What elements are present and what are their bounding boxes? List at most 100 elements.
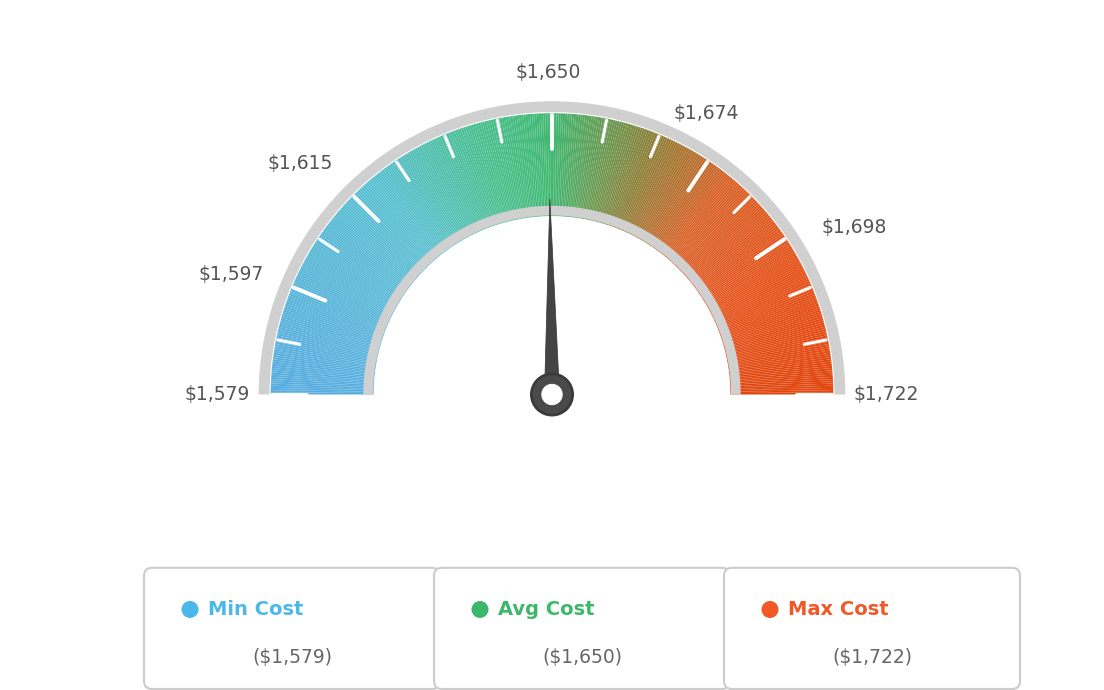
Wedge shape [424, 143, 473, 235]
Wedge shape [676, 191, 747, 266]
Wedge shape [731, 390, 834, 393]
Wedge shape [587, 119, 609, 220]
Wedge shape [405, 153, 460, 242]
Wedge shape [258, 101, 846, 395]
Wedge shape [395, 159, 454, 246]
Wedge shape [675, 190, 746, 266]
Wedge shape [556, 113, 561, 216]
Wedge shape [309, 251, 399, 305]
Wedge shape [592, 121, 617, 221]
Wedge shape [273, 357, 375, 372]
Wedge shape [530, 114, 540, 217]
Wedge shape [702, 242, 789, 299]
Wedge shape [446, 133, 487, 229]
Wedge shape [726, 339, 828, 361]
Wedge shape [652, 162, 712, 248]
Wedge shape [656, 166, 718, 250]
Wedge shape [594, 121, 619, 221]
Wedge shape [659, 170, 723, 253]
Text: Max Cost: Max Cost [788, 600, 889, 619]
Wedge shape [582, 117, 601, 219]
Wedge shape [696, 228, 779, 290]
Wedge shape [289, 293, 385, 331]
Wedge shape [730, 382, 834, 388]
Wedge shape [725, 329, 826, 354]
Wedge shape [302, 263, 394, 313]
Wedge shape [710, 263, 802, 313]
Wedge shape [574, 115, 590, 218]
Wedge shape [585, 118, 607, 219]
Wedge shape [295, 279, 390, 322]
Wedge shape [277, 331, 379, 355]
Wedge shape [480, 122, 508, 222]
Wedge shape [400, 157, 456, 245]
Wedge shape [615, 131, 654, 228]
Wedge shape [720, 299, 817, 335]
Wedge shape [545, 113, 549, 216]
Wedge shape [358, 190, 429, 266]
Wedge shape [510, 116, 527, 218]
Wedge shape [722, 310, 821, 342]
Wedge shape [286, 302, 384, 337]
Wedge shape [270, 382, 374, 388]
Wedge shape [274, 353, 375, 369]
Wedge shape [316, 240, 403, 298]
Wedge shape [426, 142, 474, 235]
Wedge shape [624, 137, 668, 232]
Wedge shape [725, 326, 826, 353]
Wedge shape [488, 120, 513, 221]
Text: Min Cost: Min Cost [208, 600, 304, 619]
Wedge shape [681, 200, 757, 273]
Wedge shape [436, 137, 480, 232]
Wedge shape [338, 210, 417, 279]
Wedge shape [376, 174, 442, 255]
Wedge shape [595, 121, 622, 221]
Wedge shape [306, 257, 396, 308]
Text: $1,698: $1,698 [821, 219, 888, 237]
Wedge shape [683, 204, 760, 275]
Wedge shape [697, 231, 782, 292]
Wedge shape [657, 167, 719, 251]
Wedge shape [730, 373, 832, 382]
Wedge shape [320, 233, 406, 293]
Wedge shape [474, 124, 503, 223]
Wedge shape [360, 188, 431, 264]
Wedge shape [323, 229, 407, 290]
Wedge shape [715, 283, 811, 325]
Wedge shape [440, 135, 482, 230]
Wedge shape [619, 134, 660, 230]
Wedge shape [282, 316, 381, 346]
Wedge shape [465, 126, 498, 225]
Circle shape [531, 374, 573, 415]
Wedge shape [285, 306, 383, 339]
Wedge shape [273, 362, 375, 375]
Wedge shape [699, 235, 785, 294]
Wedge shape [655, 164, 715, 249]
Wedge shape [688, 212, 767, 279]
Wedge shape [453, 130, 490, 228]
Wedge shape [639, 149, 691, 239]
Circle shape [762, 601, 778, 618]
Wedge shape [463, 127, 497, 226]
Wedge shape [647, 156, 703, 244]
Wedge shape [528, 114, 538, 217]
Wedge shape [673, 188, 744, 264]
Wedge shape [431, 140, 476, 234]
Wedge shape [433, 139, 477, 233]
Wedge shape [721, 306, 819, 339]
Wedge shape [273, 359, 375, 373]
Wedge shape [665, 177, 731, 257]
Wedge shape [707, 253, 796, 306]
Wedge shape [333, 215, 414, 282]
Text: Avg Cost: Avg Cost [498, 600, 594, 619]
Wedge shape [514, 115, 530, 218]
Wedge shape [558, 113, 563, 216]
Wedge shape [310, 249, 400, 304]
Wedge shape [623, 137, 666, 231]
Wedge shape [512, 116, 528, 218]
FancyBboxPatch shape [144, 568, 440, 689]
Wedge shape [629, 141, 676, 235]
Wedge shape [687, 210, 766, 279]
Wedge shape [428, 141, 475, 235]
Wedge shape [707, 255, 797, 307]
